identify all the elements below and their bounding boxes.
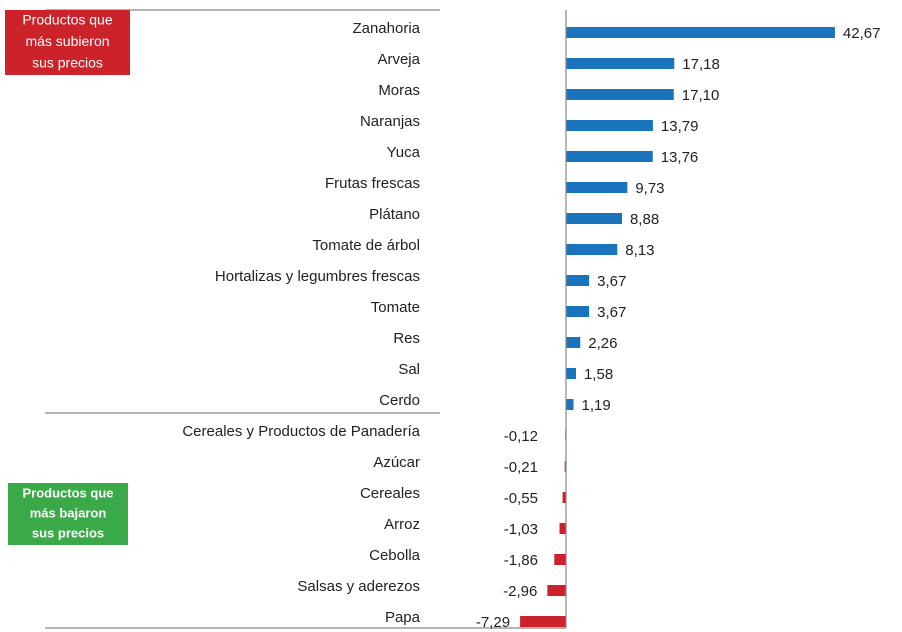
value-label: -0,55 bbox=[504, 490, 538, 507]
value-label: 8,88 bbox=[630, 211, 659, 228]
bar bbox=[520, 616, 567, 627]
bar bbox=[566, 368, 576, 379]
category-label: Cereales bbox=[360, 485, 420, 502]
value-label: 13,79 bbox=[661, 118, 699, 135]
annotation-text: más subieron bbox=[25, 33, 109, 49]
category-label: Arveja bbox=[377, 51, 420, 68]
category-label: Cebolla bbox=[369, 547, 421, 564]
category-label: Tomate bbox=[371, 299, 420, 316]
category-label: Azúcar bbox=[373, 454, 420, 471]
value-label: -0,12 bbox=[504, 428, 538, 445]
annotation-text: sus precios bbox=[32, 55, 103, 71]
value-label: 42,67 bbox=[843, 25, 881, 42]
value-label: 3,67 bbox=[597, 304, 626, 321]
category-label: Tomate de árbol bbox=[312, 237, 420, 254]
category-label: Sal bbox=[398, 361, 420, 378]
value-label: -0,21 bbox=[504, 459, 538, 476]
bar bbox=[566, 182, 628, 193]
annotation-box bbox=[8, 483, 128, 545]
value-label: -1,86 bbox=[504, 552, 538, 569]
bar bbox=[564, 461, 567, 472]
annotation-text: sus precios bbox=[32, 525, 104, 540]
annotation-text: Productos que bbox=[22, 485, 113, 500]
bar bbox=[566, 244, 618, 255]
value-label: 8,13 bbox=[625, 242, 654, 259]
bar bbox=[566, 151, 653, 162]
category-label: Arroz bbox=[384, 516, 420, 533]
category-label: Moras bbox=[378, 82, 420, 99]
value-label: -2,96 bbox=[503, 583, 537, 600]
annotation-text: más bajaron bbox=[30, 505, 107, 520]
category-label: Res bbox=[393, 330, 420, 347]
bar bbox=[562, 492, 567, 503]
bar bbox=[566, 399, 574, 410]
bar bbox=[566, 58, 675, 69]
bar bbox=[566, 89, 674, 100]
value-label: -7,29 bbox=[476, 614, 510, 631]
category-label: Zanahoria bbox=[352, 20, 420, 37]
annotation-box bbox=[5, 10, 130, 75]
bar bbox=[547, 585, 567, 596]
category-label: Naranjas bbox=[360, 113, 420, 130]
value-label: 3,67 bbox=[597, 273, 626, 290]
value-label: -1,03 bbox=[504, 521, 538, 538]
category-label: Plátano bbox=[369, 206, 420, 223]
value-label: 2,26 bbox=[588, 335, 617, 352]
bar bbox=[566, 306, 590, 317]
value-label: 17,18 bbox=[682, 56, 720, 73]
bar bbox=[566, 27, 835, 38]
value-label: 9,73 bbox=[635, 180, 664, 197]
bar bbox=[554, 554, 567, 565]
category-label: Salsas y aderezos bbox=[297, 578, 420, 595]
bar bbox=[566, 275, 590, 286]
category-label: Frutas frescas bbox=[325, 175, 420, 192]
value-label: 1,58 bbox=[584, 366, 613, 383]
bar bbox=[566, 337, 581, 348]
value-label: 17,10 bbox=[682, 87, 720, 104]
category-label: Cerdo bbox=[379, 392, 420, 409]
bar bbox=[566, 120, 653, 131]
category-label: Papa bbox=[385, 609, 421, 626]
value-label: 13,76 bbox=[661, 149, 699, 166]
category-label: Cereales y Productos de Panadería bbox=[182, 423, 420, 440]
value-label: 1,19 bbox=[582, 397, 611, 414]
bar bbox=[566, 213, 622, 224]
bar bbox=[559, 523, 567, 534]
category-label: Hortalizas y legumbres frescas bbox=[215, 268, 420, 285]
category-label: Yuca bbox=[387, 144, 421, 161]
annotation-text: Productos que bbox=[22, 12, 112, 28]
